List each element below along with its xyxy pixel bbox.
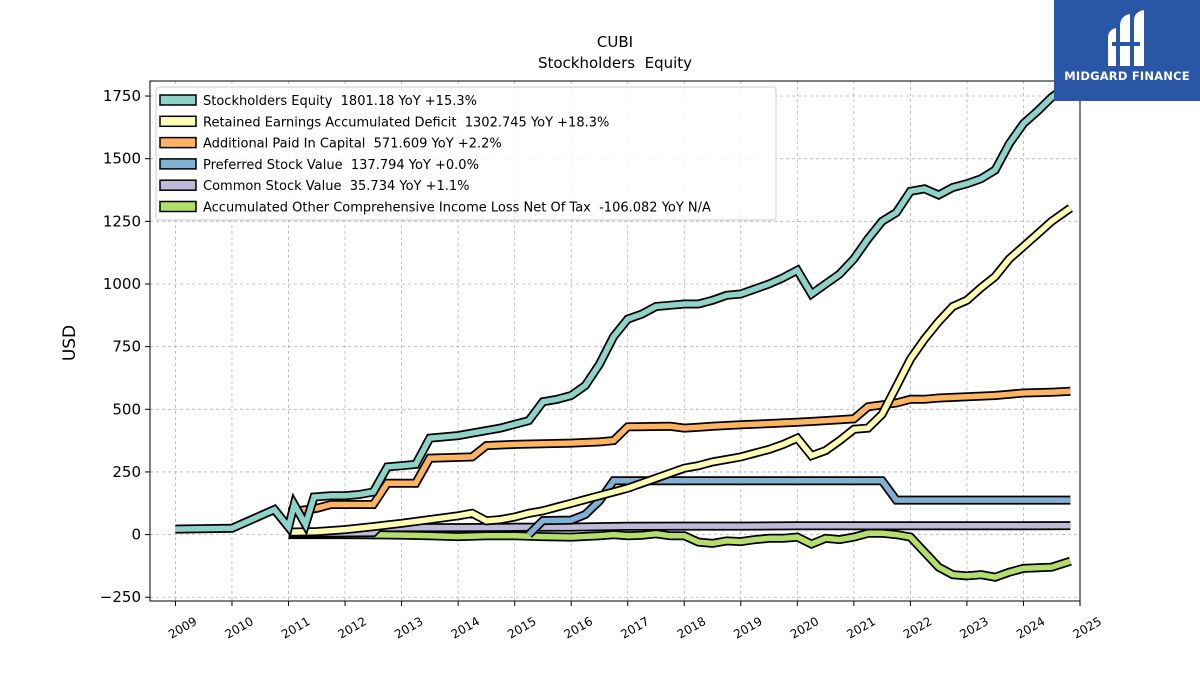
series-line: [288, 530, 1072, 581]
y-tick-label: 1750: [103, 87, 141, 105]
x-tick-label: 2010: [222, 614, 255, 641]
legend: Stockholders Equity 1801.18 YoY +15.3% Re…: [155, 86, 777, 221]
legend-entry: Stockholders Equity 1801.18 YoY +15.3%: [203, 94, 477, 109]
x-tick-label: 2013: [392, 614, 425, 641]
x-tick-label: 2017: [618, 614, 651, 641]
legend-entry: Preferred Stock Value 137.794 YoY +0.0%: [203, 158, 479, 173]
x-tick-label: 2011: [279, 614, 312, 641]
legend-swatch: [159, 179, 197, 191]
y-tick-label: 750: [112, 338, 141, 356]
y-axis-label: USD: [60, 325, 80, 361]
legend-swatch: [159, 136, 197, 149]
y-tick-label: 0: [131, 526, 141, 544]
y-tick-label: 1500: [103, 150, 141, 168]
x-tick-label: 2024: [1014, 614, 1047, 641]
legend-entry: Accumulated Other Comprehensive Income L…: [203, 201, 711, 216]
x-tick-label: 2012: [336, 614, 369, 641]
legend-entry: Common Stock Value 35.734 YoY +1.1%: [203, 179, 470, 194]
midgard-logo-icon: [1108, 10, 1144, 66]
series-line: [526, 477, 1071, 537]
x-tick-label: 2023: [957, 614, 990, 641]
series-layer: [175, 79, 1074, 582]
legend-swatch: [159, 200, 197, 213]
series-line: [288, 205, 1072, 535]
x-tick-label: 2014: [449, 614, 482, 641]
x-tick-label: 2016: [562, 614, 595, 641]
legend-swatch: [159, 158, 197, 170]
series-1: [175, 79, 1074, 537]
series-3: [287, 386, 1071, 517]
y-tick-label: 500: [112, 400, 141, 418]
y-tick-label: 1000: [103, 275, 141, 293]
x-tick-label: 2021: [844, 614, 877, 641]
y-tick-label: 1250: [103, 212, 141, 230]
x-tick-label: 2018: [675, 614, 708, 641]
plot-frame: [149, 80, 1081, 602]
x-tick-label: 2022: [901, 614, 934, 641]
legend-entry: Additional Paid In Capital 571.609 YoY +…: [203, 137, 502, 152]
legend-entry: Retained Earnings Accumulated Deficit 13…: [203, 115, 609, 130]
logo-text: MIDGARD FINANCE: [1064, 69, 1190, 83]
series-line-outline: [288, 528, 1072, 582]
y-tick-label: −250: [100, 588, 141, 606]
x-tick-label: 2020: [788, 614, 821, 641]
legend-swatch: [159, 94, 197, 106]
y-tick-label: 250: [112, 463, 141, 481]
x-tick-label: 2025: [1071, 614, 1104, 641]
series-6: [288, 528, 1072, 582]
series-2: [288, 204, 1073, 537]
x-tick-label: 2015: [505, 614, 538, 641]
chart-subtitle: Stockholders Equity: [538, 54, 692, 72]
chart-title: CUBI: [597, 33, 633, 51]
series-line: [175, 81, 1073, 534]
series-4: [525, 476, 1071, 538]
x-tick-label: 2019: [731, 614, 764, 641]
series-line: [288, 388, 1071, 515]
legend-box: [155, 86, 777, 221]
legend-swatch: [159, 115, 197, 128]
midgard-finance-logo: MIDGARD FINANCE: [1054, 0, 1200, 101]
x-tick-label: 2009: [166, 614, 199, 641]
